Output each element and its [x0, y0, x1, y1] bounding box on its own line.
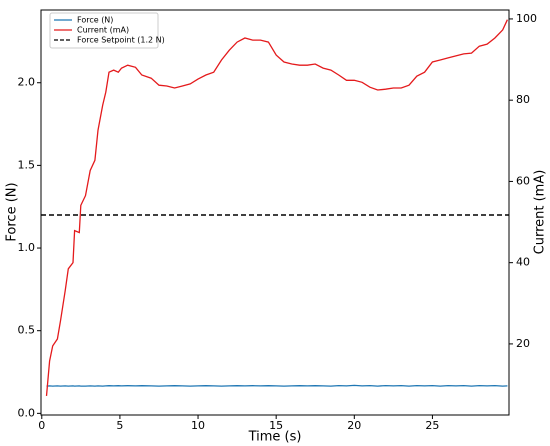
- x-tick-label: 0: [38, 419, 45, 432]
- y-tick-label: 0.5: [18, 324, 36, 337]
- x-tick-label: 5: [116, 419, 123, 432]
- y-tick-label: 1.0: [18, 241, 36, 254]
- y-axis-label: Force (N): [5, 182, 20, 241]
- y-tick-label: 0.0: [18, 406, 36, 419]
- x-axis-label: Time (s): [248, 430, 302, 445]
- legend-label: Force Setpoint (1.2 N): [77, 36, 165, 45]
- y2-tick-label: 40: [516, 256, 530, 269]
- x-tick-label: 15: [269, 419, 283, 432]
- legend: Force (N)Current (mA)Force Setpoint (1.2…: [49, 12, 165, 49]
- y2-tick-label: 60: [516, 174, 530, 187]
- legend-label: Force (N): [77, 16, 113, 25]
- x-tick-label: 25: [425, 419, 439, 432]
- y2-tick-label: 100: [516, 12, 537, 25]
- y-tick-label: 1.5: [18, 158, 36, 171]
- x-tick-label: 10: [191, 419, 205, 432]
- y2-axis-label: Current (mA): [533, 170, 548, 255]
- series-line: [45, 19, 508, 396]
- x-tick-label: 20: [347, 419, 361, 432]
- series-line: [46, 384, 508, 387]
- legend-box: [49, 12, 159, 49]
- y2-tick-label: 80: [516, 93, 530, 106]
- y-tick-label: 2.0: [18, 76, 36, 89]
- legend-label: Current (mA): [77, 26, 129, 35]
- y2-tick-label: 20: [516, 337, 530, 350]
- plot-frame: [40, 9, 510, 416]
